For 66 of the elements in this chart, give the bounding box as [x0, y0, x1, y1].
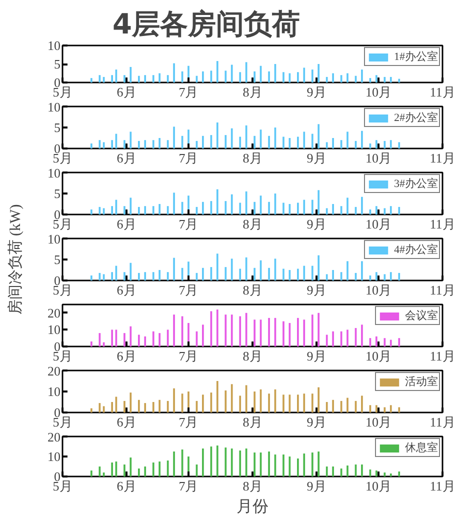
x-tick-label: 7月	[178, 84, 198, 100]
x-tick-label: 6月	[116, 348, 136, 364]
x-tick-label: 11月	[430, 478, 456, 494]
y-tick-label: 5	[54, 120, 60, 135]
x-tick-label: 9月	[306, 84, 326, 100]
x-axis-title: 月份	[236, 498, 268, 516]
y-tick-label: 10	[48, 322, 60, 338]
legend-label: 会议室	[405, 308, 438, 323]
x-tick-label: 10月	[365, 414, 392, 430]
x-tick-label: 7月	[178, 348, 198, 364]
x-tick-label: 10月	[365, 348, 392, 364]
x-tick-label: 8月	[242, 282, 262, 298]
y-tick-label: 10	[48, 100, 60, 114]
y-tick-label: 10	[48, 384, 60, 399]
y-tick-label: 20	[48, 305, 60, 320]
x-tick-label: 8月	[242, 478, 262, 494]
legend-label: 休息室	[405, 440, 438, 455]
x-tick-label: 11月	[430, 150, 456, 166]
legend-label: 活动室	[405, 374, 438, 389]
legend-label: 2#办公室	[394, 110, 438, 125]
x-tick-label: 10月	[365, 478, 392, 494]
x-tick-label: 6月	[116, 414, 136, 430]
x-tick-label: 11月	[430, 84, 456, 100]
y-tick-label: 10	[48, 166, 60, 180]
x-tick-label: 9月	[306, 216, 326, 232]
x-tick-label: 8月	[242, 348, 262, 364]
x-tick-label: 9月	[306, 150, 326, 166]
x-tick-label: 9月	[306, 282, 326, 298]
x-tick-label: 8月	[242, 150, 262, 166]
x-tick-label: 7月	[178, 216, 198, 232]
x-tick-label: 10月	[365, 282, 392, 298]
x-tick-label: 6月	[116, 478, 136, 494]
x-tick-label: 10月	[365, 150, 392, 166]
legend-label: 1#办公室	[394, 50, 438, 64]
x-tick-label: 6月	[116, 216, 136, 232]
y-tick-label: 10	[48, 232, 60, 246]
x-tick-label: 9月	[306, 348, 326, 364]
x-tick-label: 8月	[242, 414, 262, 430]
x-tick-label: 8月	[242, 216, 262, 232]
chart-title: 4层各房间负荷	[112, 8, 300, 40]
x-tick-label: 7月	[178, 282, 198, 298]
legend-label: 3#办公室	[394, 176, 438, 191]
x-tick-label: 9月	[306, 414, 326, 430]
legend-label: 4#办公室	[394, 242, 438, 257]
x-tick-label: 6月	[116, 150, 136, 166]
y-tick-label: 10	[48, 449, 60, 464]
y-tick-label: 5	[54, 186, 60, 201]
y-tick-label: 5	[54, 252, 60, 267]
x-tick-label: 10月	[365, 84, 392, 100]
x-tick-label: 6月	[116, 84, 136, 100]
y-tick-label: 20	[48, 430, 60, 444]
x-tick-label: 8月	[242, 84, 262, 100]
y-tick-label: 20	[48, 364, 60, 378]
x-tick-label: 6月	[116, 282, 136, 298]
x-tick-label: 7月	[178, 414, 198, 430]
y-axis-title: 房间冷负荷 (kW)	[7, 204, 24, 315]
y-tick-label: 10	[48, 38, 60, 53]
x-tick-label: 9月	[306, 478, 326, 494]
x-tick-label: 11月	[430, 216, 456, 232]
x-tick-label: 11月	[430, 282, 456, 298]
y-tick-label: 5	[54, 56, 60, 72]
x-tick-label: 7月	[178, 478, 198, 494]
x-tick-label: 10月	[365, 216, 392, 232]
x-tick-label: 11月	[430, 414, 456, 430]
x-tick-label: 7月	[178, 150, 198, 166]
x-tick-label: 11月	[430, 348, 456, 364]
